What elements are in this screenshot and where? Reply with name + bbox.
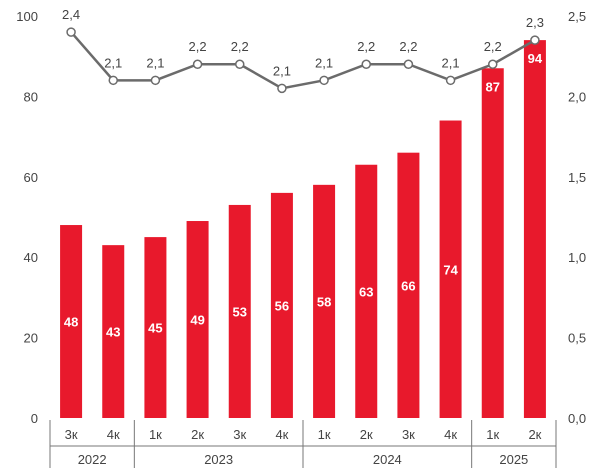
right-axis-tick-label: 0,5 — [568, 331, 586, 346]
left-axis-tick-label: 100 — [16, 9, 38, 24]
x-axis-tick-label: 1к — [318, 427, 331, 442]
bar-value-label: 43 — [106, 325, 120, 340]
line-point — [66, 27, 76, 37]
x-axis-tick-label: 2к — [191, 427, 204, 442]
year-label: 2024 — [373, 452, 402, 467]
line-point — [108, 75, 118, 86]
right-axis-tick-label: 0,0 — [568, 411, 586, 426]
bar — [270, 192, 293, 418]
bar-value-label: 58 — [317, 294, 331, 309]
x-axis-tick-label: 3к — [402, 427, 415, 442]
line-point — [192, 59, 203, 69]
bar — [355, 164, 378, 418]
left-axis-tick-label: 20 — [24, 331, 38, 346]
bar-value-label: 63 — [359, 284, 373, 299]
right-axis-tick-label: 1,0 — [568, 250, 586, 265]
line-point — [235, 59, 245, 69]
year-label: 2023 — [204, 452, 233, 467]
line-value-label: 2,2 — [399, 39, 417, 54]
right-axis-tick-label: 2,5 — [568, 9, 586, 24]
line-value-label: 2,1 — [104, 55, 122, 70]
line-value-label: 2,4 — [62, 7, 80, 22]
bar — [397, 152, 420, 418]
x-axis-tick-label: 4к — [275, 427, 288, 442]
left-axis-tick-label: 80 — [24, 89, 38, 104]
bar — [102, 245, 125, 418]
bar-value-label: 74 — [443, 262, 458, 277]
bar — [186, 221, 209, 418]
bar-value-label: 56 — [275, 298, 289, 313]
line-value-label: 2,2 — [357, 39, 375, 54]
line-point — [319, 75, 329, 86]
bar-value-label: 53 — [233, 304, 247, 319]
x-axis-tick-label: 1к — [486, 427, 499, 442]
left-axis-tick-label: 40 — [24, 250, 38, 265]
x-axis-tick-label: 4к — [107, 427, 120, 442]
line-value-label: 2,1 — [146, 55, 164, 70]
bar-value-label: 49 — [190, 313, 204, 328]
x-axis-tick-label: 4к — [444, 427, 457, 442]
line-point — [445, 75, 456, 86]
line-value-label: 2,2 — [231, 39, 249, 54]
right-axis-tick-label: 1,5 — [568, 170, 586, 185]
right-axis-tick-label: 2,0 — [568, 89, 586, 104]
x-axis-tick-label: 2к — [528, 427, 541, 442]
x-axis-tick-label: 1к — [149, 427, 162, 442]
x-axis-tick-label: 2к — [360, 427, 373, 442]
bar-value-label: 45 — [148, 321, 162, 336]
bar — [60, 225, 83, 418]
bar — [228, 204, 251, 418]
line-point — [530, 35, 540, 45]
year-label: 2025 — [499, 452, 528, 467]
line-point — [403, 59, 414, 69]
year-label: 2022 — [78, 452, 107, 467]
line-value-label: 2,3 — [526, 15, 544, 30]
line-value-label: 2,1 — [442, 55, 460, 70]
line-point — [150, 75, 161, 86]
bar — [313, 184, 336, 418]
bar-value-label: 94 — [528, 51, 543, 66]
bar — [481, 68, 504, 418]
line-value-label: 2,1 — [273, 63, 291, 78]
bar-value-label: 87 — [486, 79, 500, 94]
x-axis-tick-label: 3к — [65, 427, 78, 442]
line-value-label: 2,2 — [189, 39, 207, 54]
bar — [439, 120, 462, 419]
left-axis-tick-label: 0 — [31, 411, 38, 426]
bar-value-label: 66 — [401, 278, 415, 293]
x-axis-tick-label: 3к — [233, 427, 246, 442]
line-point — [488, 59, 498, 69]
left-axis-tick-label: 60 — [24, 170, 38, 185]
line-point — [277, 83, 287, 94]
line-value-label: 2,2 — [484, 39, 502, 54]
line-series — [70, 31, 536, 90]
bar — [144, 237, 167, 418]
bar-value-label: 48 — [64, 315, 78, 330]
line-value-label: 2,1 — [315, 55, 333, 70]
line-point — [361, 59, 371, 69]
bar — [523, 40, 546, 419]
